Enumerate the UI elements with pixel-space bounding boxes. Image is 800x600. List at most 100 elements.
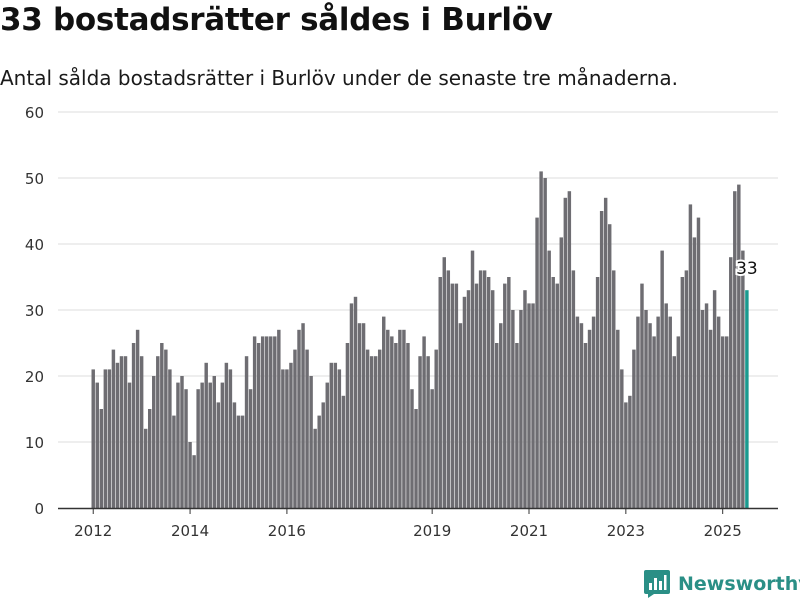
bar: [700, 310, 705, 508]
bar: [216, 402, 221, 508]
bar: [361, 323, 366, 508]
bar: [591, 316, 596, 508]
bar: [450, 283, 455, 508]
bar: [632, 349, 636, 508]
bar: [127, 382, 132, 508]
bar: [373, 356, 378, 508]
bar: [426, 356, 430, 508]
bar: [131, 343, 136, 508]
bar: [285, 369, 289, 508]
chart-title: 33 bostadsrätter såldes i Burlöv: [0, 2, 553, 38]
bar: [220, 382, 225, 508]
bar: [482, 270, 487, 508]
bar: [135, 329, 140, 508]
bar: [531, 303, 535, 508]
bar: [252, 336, 257, 508]
bar: [115, 362, 120, 508]
bar: [434, 349, 438, 508]
bar: [612, 270, 616, 508]
y-tick-label: 50: [25, 170, 44, 188]
bar: [664, 303, 668, 508]
bar: [256, 343, 261, 508]
bar: [640, 283, 644, 508]
highlight-bar: [745, 290, 749, 508]
x-tick-label: 2014: [171, 522, 209, 540]
bar: [644, 310, 648, 508]
y-tick-label: 30: [25, 302, 44, 320]
bar: [156, 356, 160, 508]
bar: [309, 376, 313, 508]
bar: [446, 270, 451, 508]
bar: [547, 250, 551, 508]
bar: [624, 402, 628, 508]
newsworthy-logo: Newsworthy: [644, 570, 800, 598]
bar: [180, 376, 184, 508]
y-tick-label: 0: [34, 500, 44, 518]
bar: [208, 382, 212, 508]
bar: [341, 395, 346, 508]
bar: [454, 283, 459, 508]
bar: [539, 171, 543, 508]
bar: [398, 329, 402, 508]
bar: [438, 277, 442, 508]
bar: [595, 277, 600, 508]
bar: [676, 336, 681, 508]
bar: [95, 382, 99, 508]
bar: [111, 349, 116, 508]
bar: [704, 303, 709, 508]
bar: [716, 316, 721, 508]
bar: [478, 270, 483, 508]
bar: [490, 290, 495, 508]
x-tick-label: 2023: [607, 522, 645, 540]
bar: [273, 336, 277, 508]
bar: [410, 389, 414, 508]
bar: [236, 415, 241, 508]
bar: [636, 316, 640, 508]
bar: [147, 409, 152, 508]
bar: [575, 316, 580, 508]
bar: [466, 290, 471, 508]
annotations: 33: [734, 257, 760, 281]
bar: [172, 415, 176, 508]
bar: [414, 409, 418, 508]
newsworthy-logo-icon: [644, 570, 670, 598]
bar: [672, 356, 676, 508]
y-tick-label: 10: [25, 434, 44, 452]
bar: [176, 382, 180, 508]
bar: [688, 204, 693, 508]
bar: [559, 237, 564, 508]
bar: [305, 349, 309, 508]
bar: [139, 356, 144, 508]
bar: [692, 237, 697, 508]
bar: [192, 455, 196, 508]
bar: [353, 296, 358, 508]
bar: [240, 415, 245, 508]
bar: [200, 382, 204, 508]
bar: [737, 184, 741, 508]
bar: [406, 343, 410, 508]
x-tick-label: 2021: [510, 522, 548, 540]
bar: [345, 343, 350, 508]
bar: [349, 303, 354, 508]
bar: [551, 277, 555, 508]
bar: [503, 283, 507, 508]
bar: [224, 362, 229, 508]
y-axis-labels: 0 10 20 30 40 50 60: [25, 104, 44, 518]
bar: [442, 257, 446, 508]
y-tick-label: 40: [25, 236, 44, 254]
bar: [289, 362, 293, 508]
bar: [724, 336, 729, 508]
bar: [535, 217, 539, 508]
bar: [386, 329, 390, 508]
bar: [555, 283, 559, 508]
bar: [462, 296, 467, 508]
bar: [228, 369, 233, 508]
bar: [729, 257, 733, 508]
bar: [369, 356, 374, 508]
bar: [107, 369, 112, 508]
bar: [337, 369, 342, 508]
bar: [265, 336, 269, 508]
bar: [599, 211, 604, 508]
bar: [184, 389, 188, 508]
y-tick-label: 20: [25, 368, 44, 386]
